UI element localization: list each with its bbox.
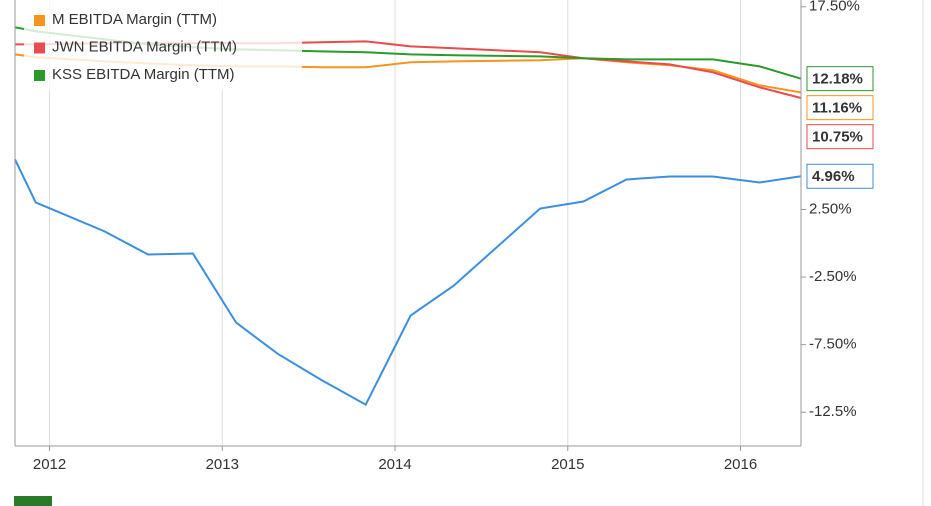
y-tick-label: 2.50% bbox=[809, 200, 852, 217]
legend-label: KSS EBITDA Margin (TTM) bbox=[52, 66, 235, 83]
value-label-box bbox=[806, 66, 874, 92]
value-label: 10.75% bbox=[812, 129, 863, 146]
y-tick-label: -2.50% bbox=[809, 268, 857, 285]
y-tick-label: -7.50% bbox=[809, 336, 857, 353]
value-label: 4.96% bbox=[812, 168, 855, 185]
value-label-box bbox=[806, 163, 874, 189]
legend-swatch bbox=[34, 42, 45, 54]
legend-box bbox=[24, 0, 302, 90]
legend-swatch bbox=[34, 15, 45, 26]
legend-swatch bbox=[34, 70, 45, 81]
x-tick-label: 2012 bbox=[33, 456, 66, 473]
value-label-box bbox=[806, 95, 874, 121]
value-label: 12.18% bbox=[812, 71, 863, 88]
x-tick-label: 2016 bbox=[724, 456, 757, 473]
value-label-box bbox=[806, 124, 874, 150]
y-tick-label: 17.50% bbox=[809, 0, 860, 15]
legend-label: JWN EBITDA Margin (TTM) bbox=[52, 38, 237, 55]
value-label: 11.16% bbox=[812, 100, 862, 117]
y-tick-label: -12.5% bbox=[809, 403, 857, 420]
legend-label: M EBITDA Margin (TTM) bbox=[52, 11, 217, 28]
logo bbox=[14, 496, 52, 506]
x-tick-label: 2013 bbox=[206, 456, 239, 473]
series-line bbox=[14, 159, 802, 407]
x-tick-label: 2014 bbox=[378, 456, 411, 473]
x-tick-label: 2015 bbox=[551, 456, 584, 473]
